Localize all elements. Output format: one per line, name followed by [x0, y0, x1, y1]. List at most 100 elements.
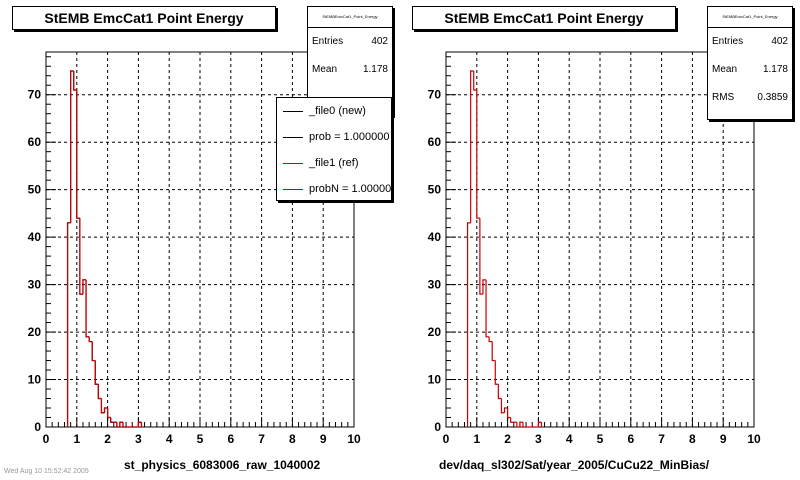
left-series-1-bin-5 — [82, 279, 87, 295]
right-series-0-bin-1 — [470, 70, 474, 223]
left-series-1-bin-14 — [110, 417, 114, 423]
right-rms-label: RMS — [712, 92, 735, 103]
right-y-tick-label-0: 0 — [434, 420, 441, 434]
legend-text-probn: probN = 1.000000 — [309, 183, 392, 195]
left-series-1-bin-16 — [116, 422, 120, 428]
right-x-axis-title: dev/daq_sl302/Sat/year_2005/CuCu22_MinBi… — [439, 458, 710, 472]
right-y-tick-label-6: 60 — [428, 135, 442, 149]
right-series-0-bin-6 — [485, 279, 490, 338]
left-y-tick-label-6: 60 — [28, 135, 42, 149]
right-plot-title: StEMB EmcCat1 Point Energy — [412, 6, 676, 30]
left-title-text: StEMB EmcCat1 Point Energy — [44, 10, 244, 26]
right-y-tick-label-4: 40 — [428, 230, 442, 244]
right-stats-mean-row: Mean 1.178 — [708, 56, 792, 84]
right-stats-name: StEMBEmcCat1_Point_Energy — [708, 7, 792, 28]
left-series-1-bin-13 — [107, 408, 111, 419]
left-x-tick-label-8: 8 — [289, 432, 296, 446]
left-series-1-bin-12 — [103, 407, 108, 413]
right-series-0-bin-12 — [503, 407, 508, 413]
right-x-tick-label-0: 0 — [443, 432, 450, 446]
right-entries-label: Entries — [712, 36, 744, 47]
right-x-tick-label-6: 6 — [627, 432, 634, 446]
right-series-0-bin-11 — [500, 398, 505, 414]
left-y-tick-label-2: 20 — [28, 325, 42, 339]
right-series-0-bin-0 — [466, 222, 471, 427]
legend-entry-file0: _file0 (new) — [277, 98, 391, 124]
left-series-1-bin-9 — [94, 360, 99, 385]
right-x-tick-label-1: 1 — [473, 432, 480, 446]
left-y-tick-label-1: 10 — [28, 373, 42, 387]
left-stats-name: StEMBEmcCat1_Point_Energy — [308, 7, 392, 28]
right-stats-rms-row: RMS 0.3859 — [708, 84, 792, 112]
left-x-tick-label-5: 5 — [197, 432, 204, 446]
right-x-tick-label-4: 4 — [566, 432, 573, 446]
right-series-0-bin-4 — [479, 218, 483, 295]
left-series-1-bin-8 — [91, 341, 96, 362]
left-x-tick-label-3: 3 — [135, 432, 142, 446]
right-y-tick-label-3: 30 — [428, 278, 442, 292]
left-y-tick-label-3: 30 — [28, 278, 42, 292]
left-x-tick-label-4: 4 — [166, 432, 173, 446]
right-series-0-bin-9 — [494, 360, 499, 385]
left-stats-entries-row: Entries 402 — [308, 28, 392, 56]
right-y-tick-label-7: 70 — [428, 88, 442, 102]
right-y-tick-label-1: 10 — [428, 373, 442, 387]
left-x-tick-label-7: 7 — [258, 432, 265, 446]
left-series-1-bin-18 — [122, 422, 127, 428]
left-series-1-bin-1 — [70, 70, 74, 223]
right-series-0-bin-14 — [510, 417, 514, 423]
right-x-tick-label-2: 2 — [504, 432, 511, 446]
right-x-tick-label-9: 9 — [720, 432, 727, 446]
right-series-0-bin-7 — [488, 336, 493, 343]
legend-entry-prob: prob = 1.000000 — [277, 124, 391, 150]
legend-entry-probn: probN = 1.000000 — [277, 176, 392, 200]
left-entries-label: Entries — [312, 36, 344, 47]
right-mean-label: Mean — [712, 64, 738, 75]
right-title-text: StEMB EmcCat1 Point Energy — [444, 10, 644, 26]
right-rms-value: 0.3859 — [757, 92, 788, 103]
left-series-1-bin-4 — [79, 218, 83, 295]
right-stats-entries-row: Entries 402 — [708, 28, 792, 56]
legend-text-prob: prob = 1.000000 — [309, 131, 390, 143]
left-y-tick-label-7: 70 — [28, 88, 42, 102]
right-x-tick-label-5: 5 — [597, 432, 604, 446]
legend-text-file1: _file1 (ref) — [309, 157, 359, 169]
right-y-tick-label-5: 50 — [428, 183, 442, 197]
left-x-tick-label-0: 0 — [43, 432, 50, 446]
left-entries-value: 402 — [371, 36, 388, 47]
left-series-1-bin-23 — [137, 421, 142, 427]
right-series-0-bin-8 — [491, 341, 496, 362]
left-series-1-bin-0 — [66, 222, 71, 427]
right-stats-box: StEMBEmcCat1_Point_Energy Entries 402 Me… — [707, 6, 793, 120]
right-x-tick-label-8: 8 — [689, 432, 696, 446]
right-mean-value: 1.178 — [762, 64, 788, 75]
left-x-axis-title: st_physics_6083006_raw_1040002 — [124, 458, 321, 472]
right-x-tick-label-3: 3 — [535, 432, 542, 446]
left-series-1-bin-3 — [76, 89, 80, 219]
left-x-tick-label-2: 2 — [104, 432, 111, 446]
left-series-1-bin-7 — [88, 336, 93, 343]
right-series-0-bin-2 — [473, 70, 477, 91]
right-y-tick-label-2: 20 — [428, 325, 442, 339]
legend-line-file0 — [283, 111, 303, 112]
right-series-0-bin-5 — [482, 279, 487, 295]
left-x-tick-label-9: 9 — [320, 432, 327, 446]
right-series-0-bin-23 — [537, 421, 542, 427]
footer-timestamp: Wed Aug 10 15:52:42 2005 — [4, 468, 89, 475]
left-stats-mean-row: Mean 1.178 — [308, 56, 392, 84]
left-series-1-bin-6 — [85, 279, 90, 338]
left-legend: _file0 (new) prob = 1.000000 _file1 (ref… — [276, 97, 392, 201]
legend-text-file0: _file0 (new) — [309, 105, 366, 117]
left-mean-label: Mean — [312, 64, 338, 75]
right-entries-value: 402 — [771, 36, 788, 47]
left-series-1-bin-17 — [119, 421, 123, 427]
legend-line-prob — [283, 137, 303, 138]
legend-line-file1 — [283, 163, 303, 164]
legend-line-probn — [283, 189, 303, 190]
left-plot-title: StEMB EmcCat1 Point Energy — [12, 6, 276, 30]
right-x-tick-label-7: 7 — [658, 432, 665, 446]
left-y-tick-label-0: 0 — [34, 420, 41, 434]
left-series-1-bin-11 — [100, 398, 105, 414]
left-series-1-bin-2 — [73, 70, 77, 91]
